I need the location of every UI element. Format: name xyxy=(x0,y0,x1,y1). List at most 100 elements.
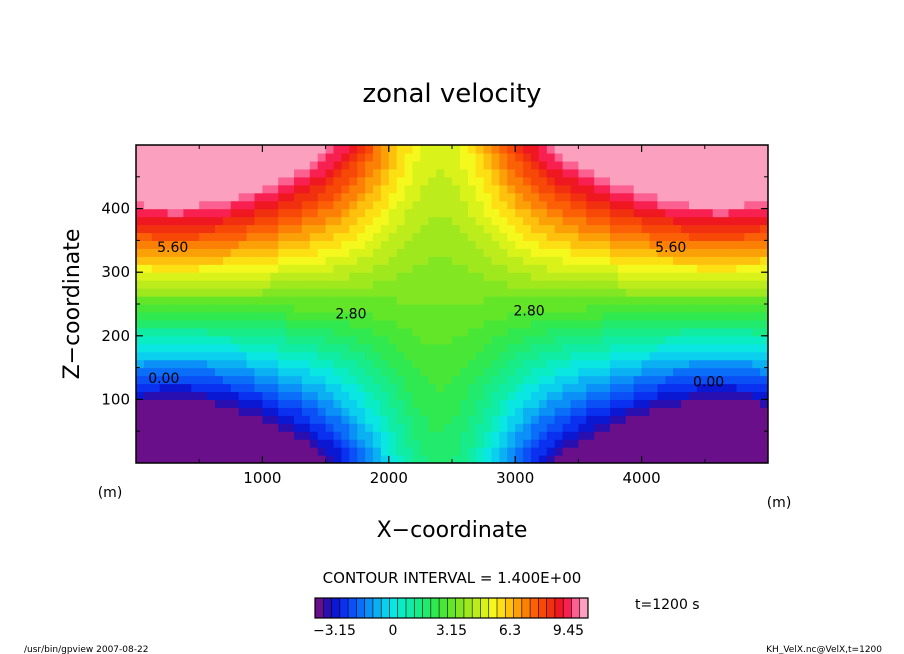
heatmap-cell xyxy=(436,335,445,345)
heatmap-cell xyxy=(191,304,200,313)
heatmap-cell xyxy=(222,311,232,321)
heatmap-cell xyxy=(270,192,279,202)
heatmap-cell xyxy=(602,327,611,337)
heatmap-cell xyxy=(373,431,382,440)
heatmap-cell xyxy=(404,240,414,249)
heatmap-cell xyxy=(254,248,263,257)
heatmap-cell xyxy=(538,168,548,178)
heatmap-cell xyxy=(515,232,524,241)
heatmap-cell xyxy=(333,399,342,408)
heatmap-cell xyxy=(594,272,603,281)
heatmap-cell xyxy=(199,351,208,361)
heatmap-cell xyxy=(428,272,437,281)
heatmap-cell xyxy=(531,407,540,416)
heatmap-cell xyxy=(507,447,516,456)
heatmap-cell xyxy=(246,399,256,408)
heatmap-cell xyxy=(143,431,153,440)
heatmap-cell xyxy=(222,200,232,210)
heatmap-cell xyxy=(301,311,311,321)
heatmap-cell xyxy=(412,152,421,162)
heatmap-cell xyxy=(199,383,208,393)
heatmap-cell xyxy=(365,208,374,218)
heatmap-cell xyxy=(373,311,382,321)
heatmap-cell xyxy=(396,359,406,369)
heatmap-cell xyxy=(404,359,414,369)
heatmap-cell xyxy=(523,439,532,448)
heatmap-cell xyxy=(262,455,271,463)
heatmap-cell xyxy=(199,455,208,463)
heatmap-cell xyxy=(633,431,643,440)
heatmap-cell xyxy=(412,447,421,456)
heatmap-cell xyxy=(349,216,358,226)
heatmap-cell xyxy=(278,304,287,313)
heatmap-cell xyxy=(507,168,516,178)
heatmap-cell xyxy=(475,423,485,432)
heatmap-cell xyxy=(151,431,161,440)
heatmap-cell xyxy=(467,256,477,265)
heatmap-cell xyxy=(183,272,192,281)
heatmap-cell xyxy=(254,375,263,385)
heatmap-cell xyxy=(538,216,548,226)
heatmap-cell xyxy=(483,168,493,178)
heatmap-cell xyxy=(673,168,682,178)
heatmap-cell xyxy=(222,367,232,377)
heatmap-cell xyxy=(301,359,311,369)
heatmap-cell xyxy=(578,145,587,154)
heatmap-cell xyxy=(452,184,461,194)
heatmap-cell xyxy=(191,407,200,416)
heatmap-cell xyxy=(483,351,493,361)
heatmap-cell xyxy=(515,208,524,218)
heatmap-cell xyxy=(499,192,508,202)
heatmap-cell xyxy=(159,192,169,202)
heatmap-cell xyxy=(546,280,556,289)
heatmap-cell xyxy=(696,359,706,369)
heatmap-cell xyxy=(396,311,406,321)
heatmap-cell xyxy=(230,447,240,456)
heatmap-cell xyxy=(262,184,271,194)
heatmap-cell xyxy=(633,248,643,257)
heatmap-cell xyxy=(546,264,556,273)
heatmap-cell xyxy=(744,335,753,345)
heatmap-cell xyxy=(191,367,200,377)
heatmap-cell xyxy=(380,288,390,297)
heatmap-cell xyxy=(633,232,643,241)
heatmap-cell xyxy=(736,152,745,162)
heatmap-cell xyxy=(309,248,319,257)
heatmap-cell xyxy=(294,375,303,385)
heatmap-cell xyxy=(215,216,224,226)
heatmap-cell xyxy=(278,256,287,265)
heatmap-cell xyxy=(475,160,485,170)
heatmap-cell xyxy=(523,272,532,281)
heatmap-cell xyxy=(199,296,208,305)
heatmap-cell xyxy=(222,208,232,218)
heatmap-cell xyxy=(404,192,414,202)
heatmap-cell xyxy=(199,391,208,400)
heatmap-cell xyxy=(404,200,414,210)
heatmap-cell xyxy=(712,192,722,202)
heatmap-cell xyxy=(633,343,643,353)
heatmap-cell xyxy=(365,152,374,162)
heatmap-cell xyxy=(523,288,532,297)
heatmap-cell xyxy=(712,311,722,321)
heatmap-cell xyxy=(594,335,603,345)
heatmap-cell xyxy=(459,431,469,440)
heatmap-cell xyxy=(602,184,611,194)
heatmap-cell xyxy=(657,145,666,154)
heatmap-cell xyxy=(459,304,469,313)
heatmap-cell xyxy=(294,208,303,218)
heatmap-cell xyxy=(254,423,263,432)
heatmap-cell xyxy=(641,304,651,313)
heatmap-cell xyxy=(491,431,500,440)
heatmap-cell xyxy=(151,184,161,194)
heatmap-cell xyxy=(301,272,311,281)
heatmap-cell xyxy=(515,184,524,194)
heatmap-cell xyxy=(641,343,651,353)
heatmap-cell xyxy=(325,439,335,448)
heatmap-cell xyxy=(744,304,753,313)
heatmap-cell xyxy=(538,224,548,234)
heatmap-cell xyxy=(183,327,192,337)
heatmap-cell xyxy=(752,168,761,178)
heatmap-cell xyxy=(712,319,722,329)
heatmap-cell xyxy=(365,200,374,210)
heatmap-cell xyxy=(428,152,437,162)
